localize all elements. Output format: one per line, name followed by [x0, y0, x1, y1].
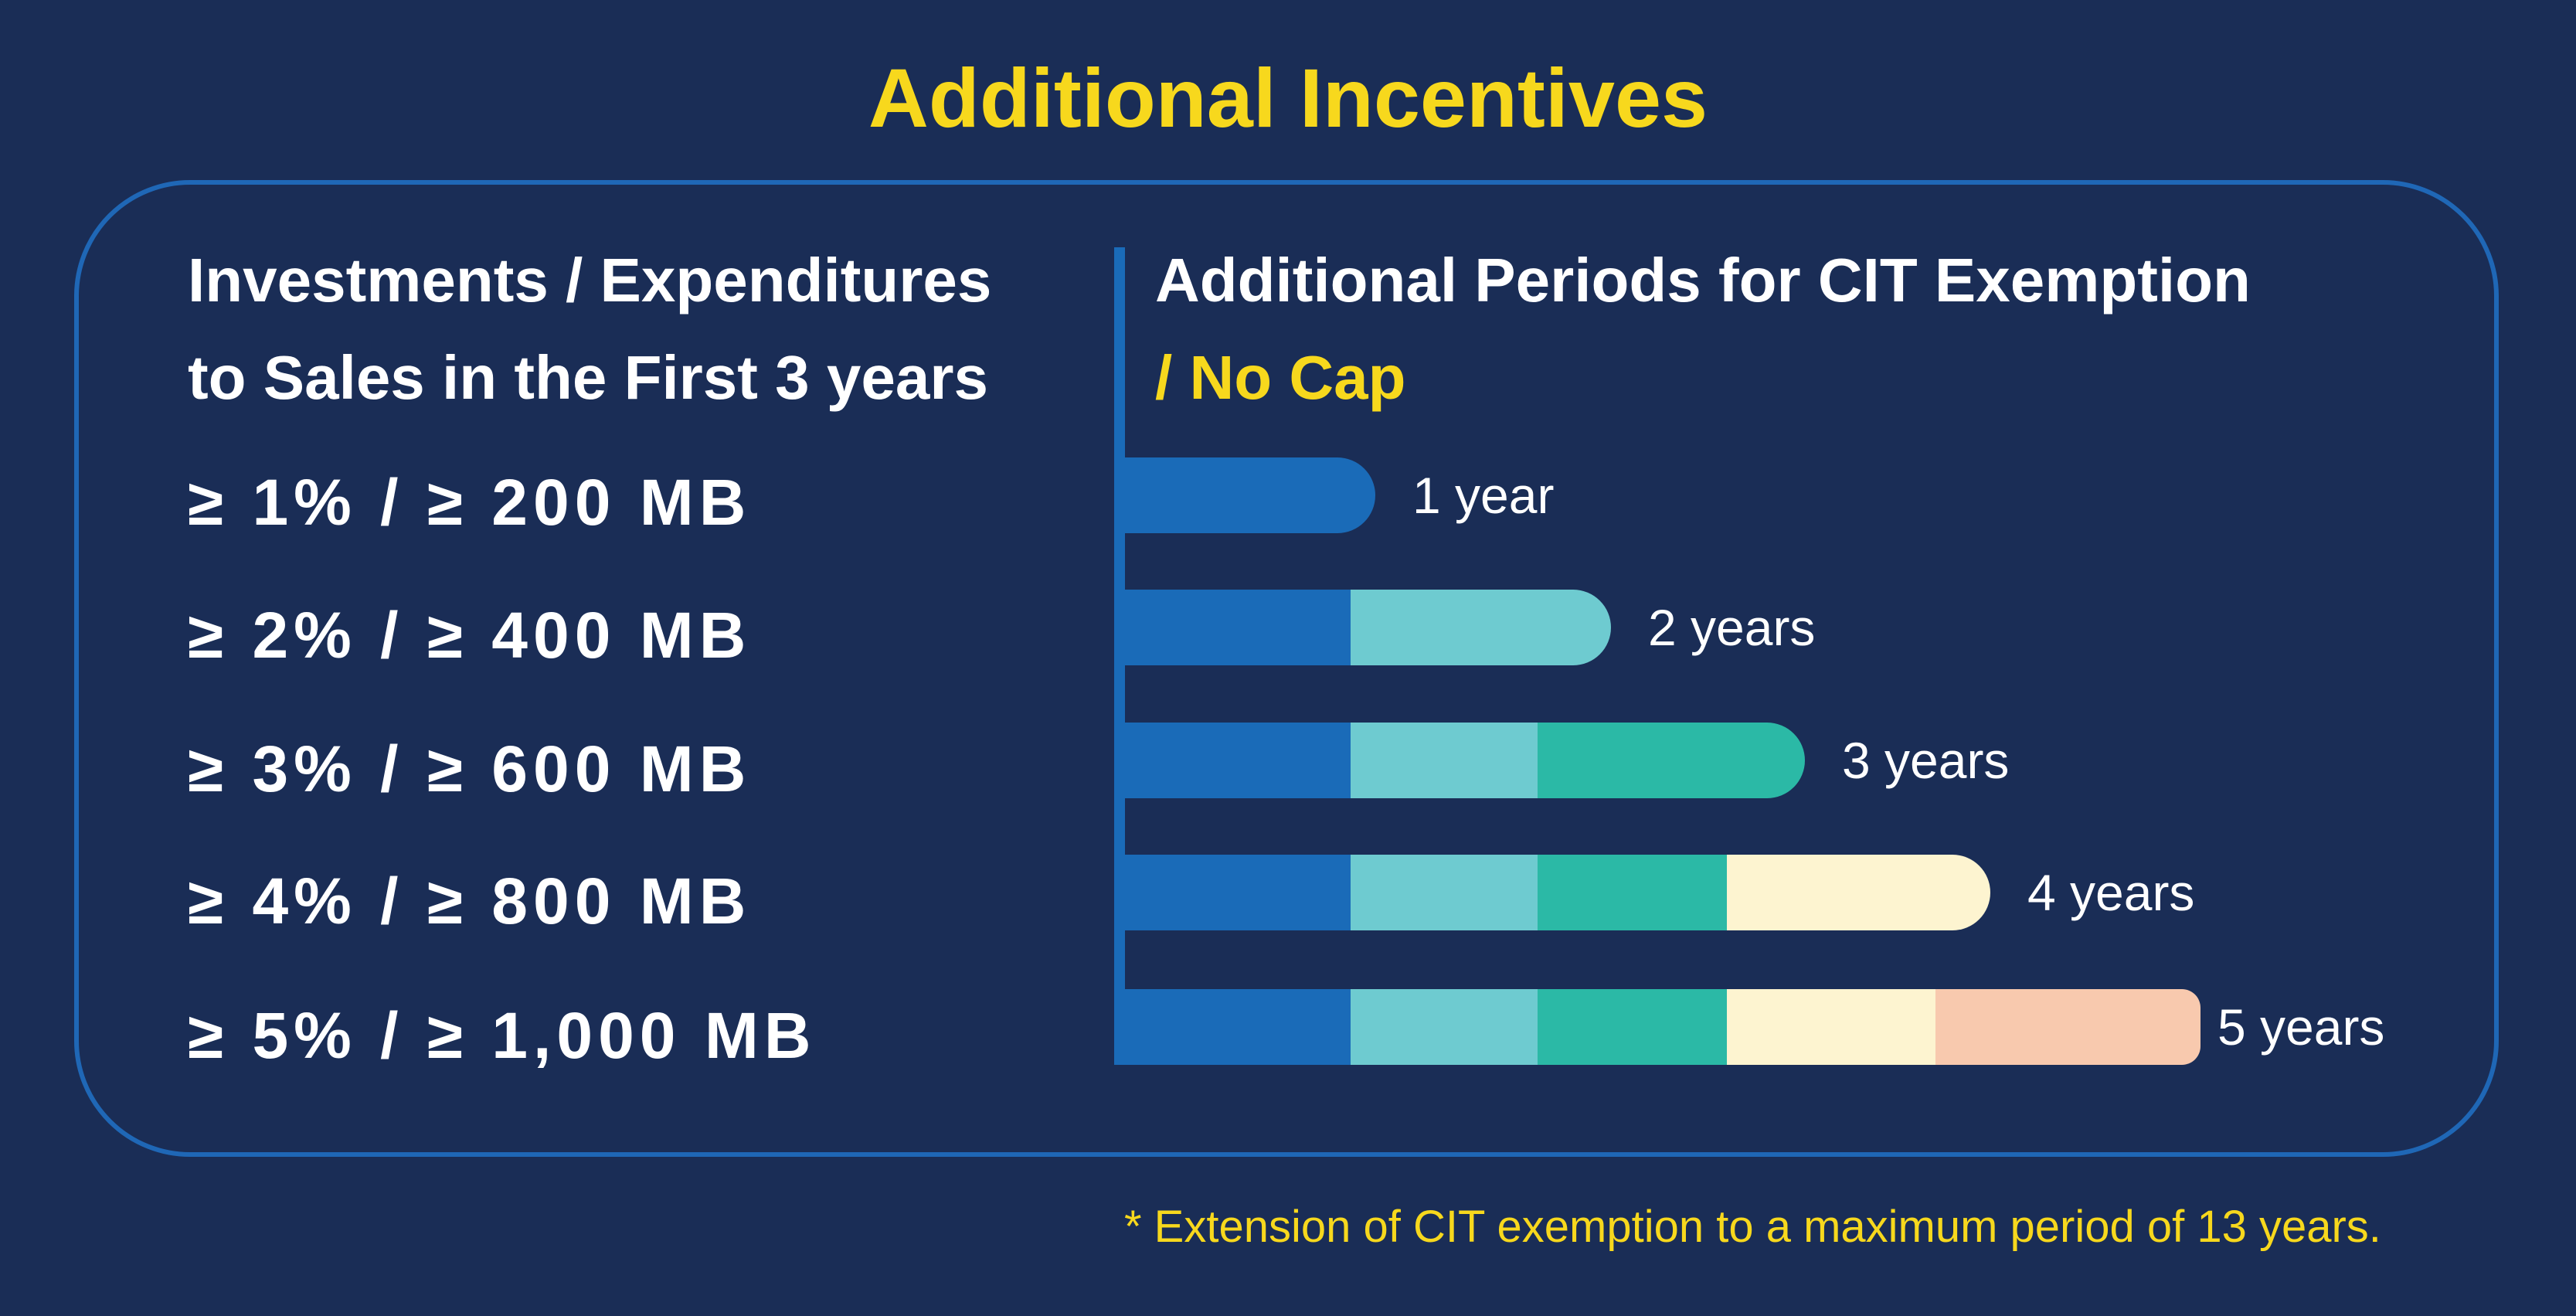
left-header: Investments / Expenditures to Sales in t… — [188, 232, 991, 427]
bar-segment — [1125, 855, 1351, 930]
bar-data-label: 4 years — [2027, 864, 2194, 921]
footnote: * Extension of CIT exemption to a maximu… — [1124, 1202, 2381, 1252]
bar — [1125, 855, 1990, 930]
tier-label: ≥ 5% / ≥ 1,000 MB — [188, 999, 817, 1072]
bar-segment — [1351, 723, 1538, 798]
bar-segment — [1351, 590, 1611, 665]
left-header-line2: to Sales in the First 3 years — [188, 343, 988, 412]
bar-segment — [1125, 723, 1351, 798]
content-frame — [74, 180, 2499, 1157]
bar-segment — [1727, 855, 1990, 930]
tier-label: ≥ 4% / ≥ 800 MB — [188, 865, 752, 937]
bar-segment — [1125, 590, 1351, 665]
bar-segment — [1125, 457, 1375, 533]
bar-segment — [1935, 989, 2200, 1065]
bar-segment — [1727, 989, 1936, 1065]
bar — [1125, 989, 2200, 1065]
bar — [1125, 723, 1805, 798]
tier-label: ≥ 1% / ≥ 200 MB — [188, 466, 752, 539]
bar-segment — [1125, 989, 1351, 1065]
bar-data-label: 5 years — [2217, 998, 2384, 1056]
tier-label: ≥ 3% / ≥ 600 MB — [188, 733, 752, 805]
bar-segment — [1538, 723, 1805, 798]
bar-data-label: 2 years — [1648, 599, 1815, 656]
bar-data-label: 1 year — [1412, 467, 1554, 524]
right-header-line2: / No Cap — [1155, 343, 1406, 412]
tier-label: ≥ 2% / ≥ 400 MB — [188, 599, 752, 672]
right-header: Additional Periods for CIT Exemption / N… — [1155, 232, 2251, 427]
bar — [1125, 457, 1375, 533]
bar-data-label: 3 years — [1842, 732, 2009, 789]
chart-axis — [1114, 247, 1125, 1065]
left-header-line1: Investments / Expenditures — [188, 246, 992, 315]
bar-segment — [1351, 855, 1538, 930]
page-title: Additional Incentives — [868, 51, 1708, 145]
bar-segment — [1538, 989, 1728, 1065]
bar-segment — [1351, 989, 1538, 1065]
bar-segment — [1538, 855, 1728, 930]
right-header-line1: Additional Periods for CIT Exemption — [1155, 246, 2251, 315]
bar — [1125, 590, 1611, 665]
